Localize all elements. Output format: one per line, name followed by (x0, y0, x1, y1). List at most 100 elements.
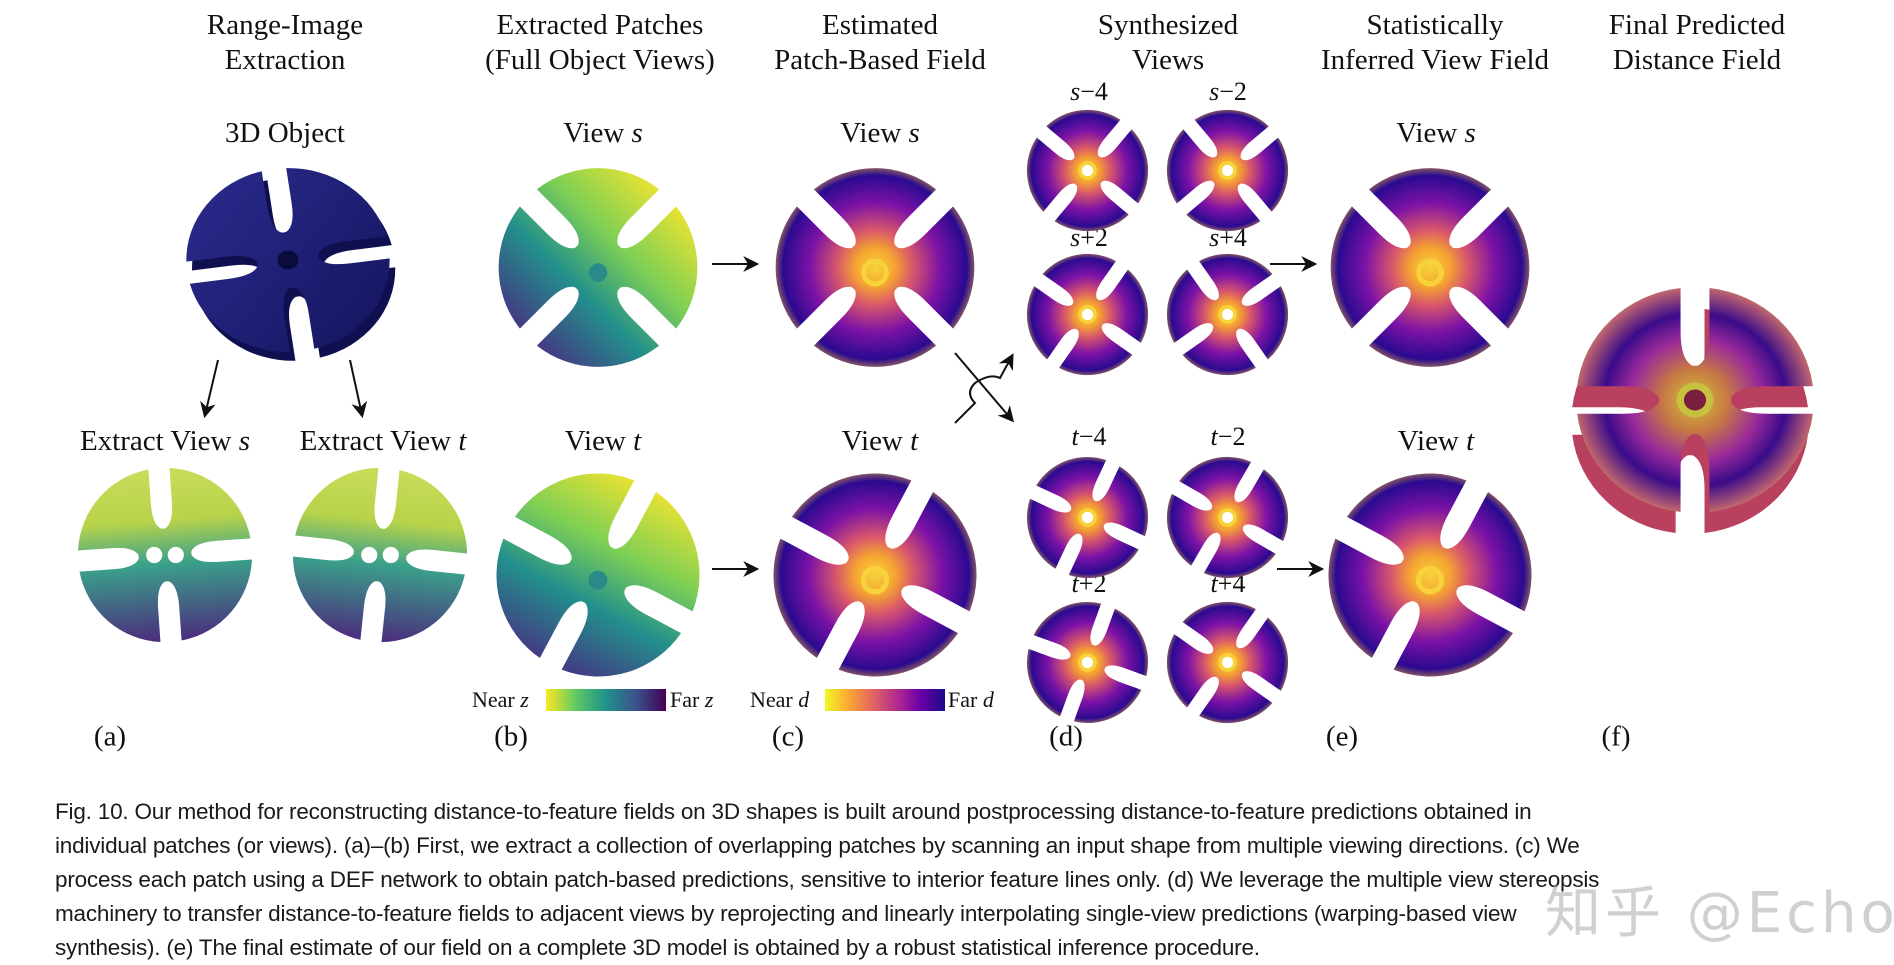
label-text: View (1397, 425, 1467, 457)
label-var: t (1466, 425, 1475, 457)
colorbar-var: d (798, 687, 810, 712)
label-var: s (1070, 77, 1081, 106)
extract-arrows (200, 359, 368, 419)
label-view-s-e: View s (1396, 117, 1476, 149)
distance-field-view-s (735, 128, 1015, 407)
arrow-b-to-c-s (712, 256, 760, 272)
arrow-d-to-e-t (1277, 561, 1325, 577)
header-final-distance-field: Final Predicted Distance Field (1609, 8, 1785, 78)
label-var: t (458, 425, 467, 457)
label-var: t (1071, 569, 1079, 598)
label-t-minus-2: t−2 (1211, 423, 1246, 451)
colorbar-var: z (704, 687, 714, 712)
label-var: s (1209, 77, 1220, 106)
label-var: s (908, 117, 920, 149)
label-extract-view-s: Extract View s (80, 425, 250, 457)
header-range-image-extraction: Range-Image Extraction (207, 8, 363, 78)
label-text: View (1396, 117, 1465, 149)
header-line: Inferred View Field (1320, 44, 1550, 76)
label-text: Extract View (299, 425, 459, 457)
header-inferred-view-field: Statistically Inferred View Field (1321, 8, 1549, 78)
label-view-t-b: View t (565, 425, 641, 457)
colorbar-depth (546, 689, 666, 711)
panel-label-f: (f) (1601, 720, 1631, 753)
synth-view-s-plus-4 (1143, 230, 1312, 399)
label-var: s (1464, 117, 1476, 149)
caption-line: machinery to transfer distance-to-featur… (55, 901, 1517, 926)
header-line: Final Predicted (1608, 9, 1786, 41)
label-var: t (633, 425, 642, 457)
panel-label-c: (c) (771, 720, 805, 753)
3d-object-image (174, 156, 408, 372)
label-text: View (563, 117, 632, 149)
colorbar-depth-far: Far z (670, 688, 713, 712)
header-line: Patch-Based Field (774, 44, 986, 76)
depth-patch-view-s (458, 128, 738, 407)
header-line: Extracted Patches (496, 9, 704, 41)
inferred-field-view-t (1293, 438, 1567, 712)
extract-view-s-image (72, 462, 258, 648)
colorbar-depth-near: Near z (472, 688, 529, 712)
synth-view-s-minus-4 (1002, 85, 1173, 256)
label-text: Extract View (79, 425, 239, 457)
figure-caption: Fig. 10. Our method for reconstructing d… (55, 795, 1855, 965)
header-line: Extraction (224, 44, 346, 76)
label-offset: −2 (1219, 77, 1247, 106)
label-s-minus-4: s−4 (1070, 78, 1108, 106)
label-t-minus-4: t−4 (1072, 423, 1107, 451)
label-extract-view-t: Extract View t (300, 425, 467, 457)
synth-view-s-plus-2 (1003, 230, 1172, 399)
header-extracted-patches: Extracted Patches (Full Object Views) (485, 8, 715, 78)
header-line: Synthesized (1097, 9, 1239, 41)
header-synthesized-views: Synthesized Views (1098, 8, 1238, 78)
final-distance-field-3d (1572, 288, 1813, 533)
label-view-s-c: View s (840, 117, 920, 149)
colorbar-var: d (982, 687, 994, 712)
colorbar-text: Near (472, 687, 521, 712)
label-var: t (1210, 422, 1218, 451)
caption-line: synthesis). (e) The final estimate of ou… (55, 935, 1260, 960)
synth-view-t-plus-4 (1143, 578, 1312, 747)
caption-line: individual patches (or views). (a)–(b) F… (55, 833, 1580, 858)
label-var: s (1209, 223, 1220, 252)
panel-label-d: (d) (1049, 720, 1083, 753)
label-offset: −2 (1217, 422, 1246, 451)
label-var: s (631, 117, 643, 149)
arrow-d-to-e-s (1270, 256, 1318, 272)
colorbar-distance (825, 689, 945, 711)
label-var: s (1070, 223, 1081, 252)
synth-view-s-minus-2 (1142, 85, 1313, 256)
label-offset: −4 (1080, 77, 1108, 106)
label-var: s (238, 425, 251, 457)
synth-view-t-plus-2 (1010, 585, 1165, 740)
label-var: t (1210, 569, 1218, 598)
colorbar-distance-near: Near d (750, 688, 809, 712)
label-3d-object: 3D Object (225, 117, 345, 149)
caption-line: Fig. 10. Our method for reconstructing d… (55, 799, 1532, 824)
synth-view-t-minus-4 (1007, 437, 1168, 598)
colorbar-text: Near (750, 687, 799, 712)
header-line: Range-Image (206, 9, 364, 41)
extract-view-t-image (285, 460, 475, 650)
label-text: View (564, 425, 634, 457)
header-line: Views (1131, 44, 1205, 76)
colorbar-var: z (520, 687, 529, 712)
colorbar-text: Far (670, 687, 705, 712)
colorbar-distance-far: Far d (948, 688, 994, 712)
label-text: View (840, 117, 909, 149)
label-var: t (910, 425, 919, 457)
label-view-t-e: View t (1398, 425, 1474, 457)
header-line: (Full Object Views) (485, 44, 715, 76)
panel-label-b: (b) (494, 720, 528, 753)
label-view-s-b: View s (563, 117, 643, 149)
label-view-t-c: View t (842, 425, 918, 457)
caption-line: process each patch using a DEF network t… (55, 867, 1600, 892)
label-var: t (1071, 422, 1079, 451)
header-line: Estimated (822, 9, 938, 41)
label-offset: −4 (1078, 422, 1107, 451)
arrow-b-to-c-t (712, 561, 760, 577)
crossing-arrows-icon (954, 352, 1015, 424)
header-line: Statistically (1366, 9, 1504, 41)
colorbar-text: Far (948, 687, 983, 712)
header-estimated-field: Estimated Patch-Based Field (774, 8, 986, 78)
